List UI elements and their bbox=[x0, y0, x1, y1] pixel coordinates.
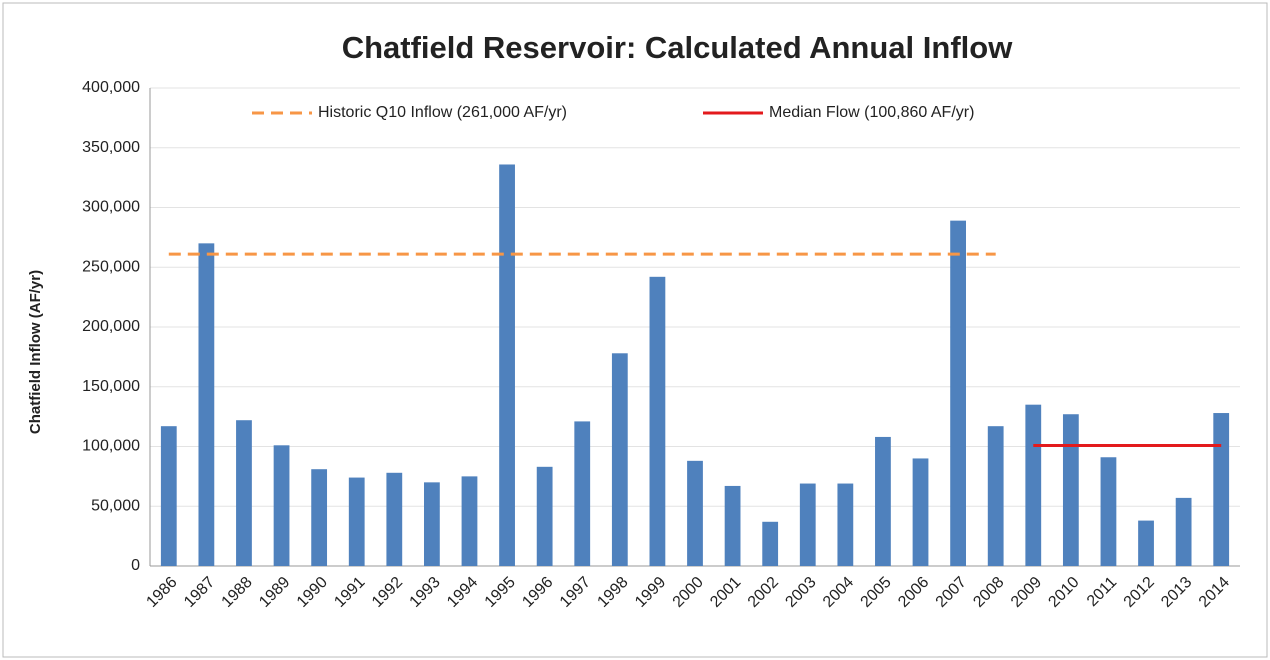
bar bbox=[311, 469, 328, 566]
y-tick-label: 250,000 bbox=[82, 258, 140, 275]
y-tick-label: 150,000 bbox=[82, 378, 140, 395]
bar bbox=[799, 483, 816, 566]
y-tick-label: 300,000 bbox=[82, 199, 140, 216]
bar bbox=[762, 521, 779, 566]
bar bbox=[198, 243, 215, 566]
y-tick-label: 350,000 bbox=[82, 139, 140, 156]
bar bbox=[386, 472, 403, 566]
chart-title: Chatfield Reservoir: Calculated Annual I… bbox=[342, 30, 1014, 65]
bar bbox=[724, 485, 741, 566]
bar bbox=[499, 164, 515, 567]
bar bbox=[1025, 404, 1042, 566]
bar bbox=[424, 482, 440, 566]
bar bbox=[236, 420, 252, 566]
y-tick-label: 0 bbox=[131, 557, 140, 574]
y-tick-label: 400,000 bbox=[82, 79, 140, 96]
bar bbox=[1175, 497, 1192, 566]
bar bbox=[1138, 520, 1154, 566]
bar bbox=[273, 445, 290, 566]
y-tick-label: 200,000 bbox=[82, 318, 140, 335]
bar bbox=[912, 458, 929, 566]
y-tick-label: 50,000 bbox=[91, 497, 140, 514]
legend-label: Historic Q10 Inflow (261,000 AF/yr) bbox=[318, 104, 567, 121]
bar bbox=[348, 477, 365, 566]
bar bbox=[536, 466, 553, 566]
bar bbox=[950, 220, 966, 566]
bar bbox=[1213, 413, 1230, 566]
bar bbox=[987, 426, 1004, 566]
legend-label: Median Flow (100,860 AF/yr) bbox=[769, 104, 974, 121]
bar bbox=[687, 460, 703, 566]
y-axis-label: Chatfield Inflow (AF/yr) bbox=[27, 270, 44, 434]
bar bbox=[837, 483, 854, 566]
y-tick-label: 100,000 bbox=[82, 438, 140, 455]
bar bbox=[160, 426, 177, 566]
bar bbox=[461, 476, 478, 566]
bar bbox=[1062, 414, 1079, 566]
bar bbox=[574, 421, 591, 566]
bar bbox=[649, 276, 666, 566]
bar bbox=[611, 353, 628, 566]
bar bbox=[1100, 457, 1117, 566]
bar bbox=[875, 436, 891, 566]
